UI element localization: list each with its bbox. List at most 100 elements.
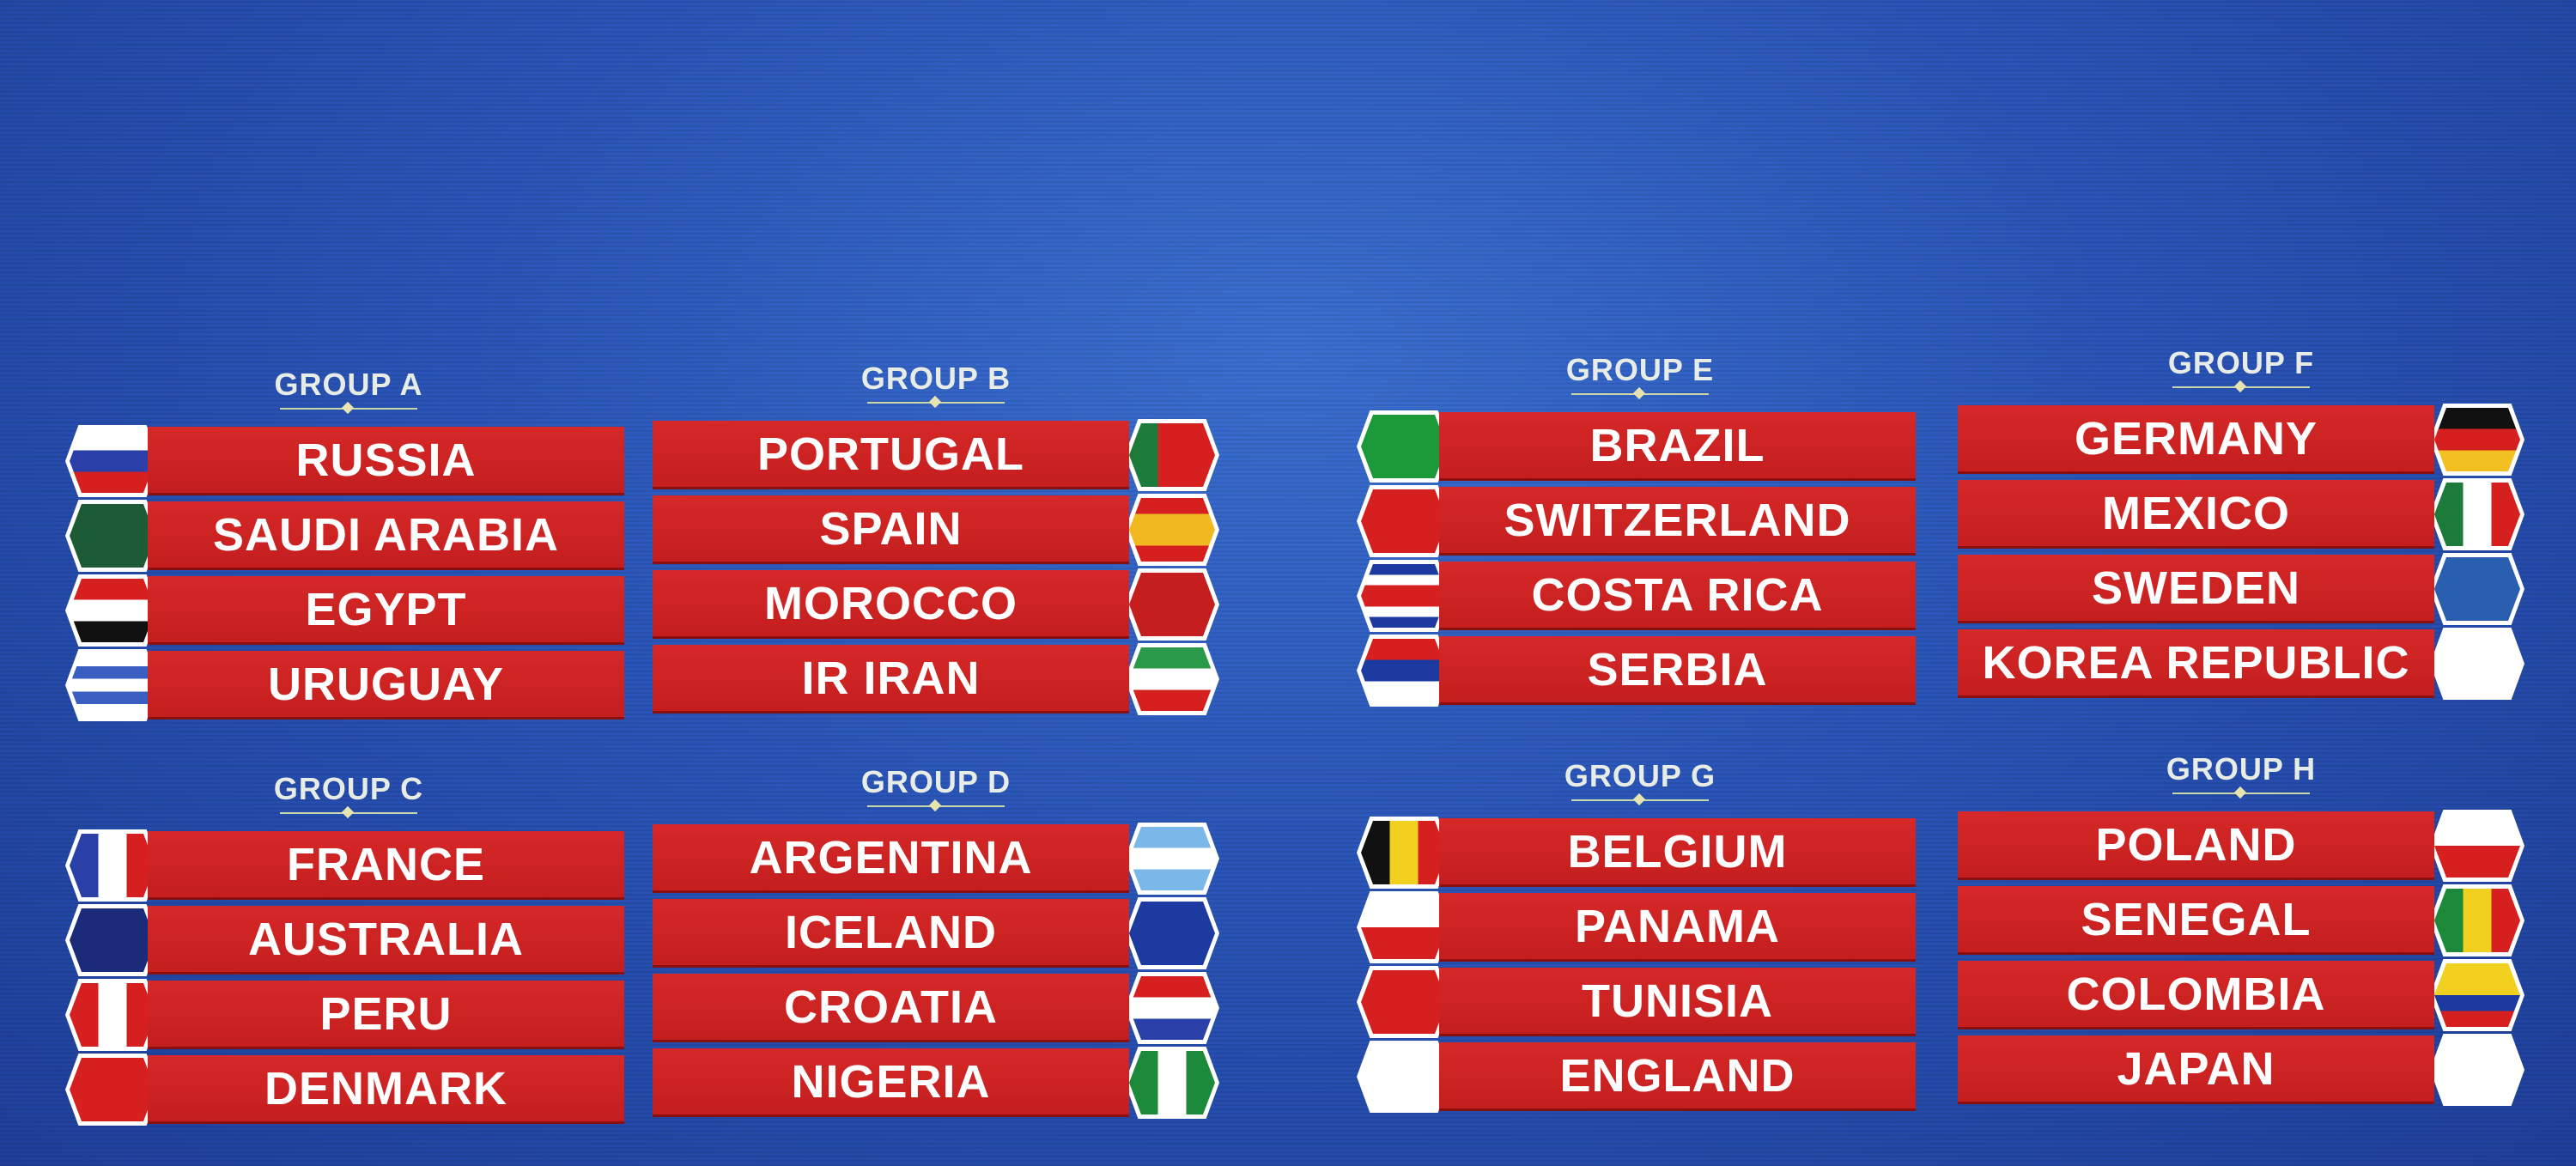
flag-icon — [65, 500, 160, 572]
team-row: SWEDEN — [1958, 553, 2524, 625]
team-name: PERU — [148, 981, 624, 1049]
flag-icon — [1357, 891, 1451, 963]
flag-icon — [1125, 643, 1219, 715]
flag-icon — [1125, 1047, 1219, 1119]
group-title: GROUP A — [274, 367, 423, 402]
team-row: BRAZIL — [1357, 410, 1923, 483]
team-name: SWEDEN — [1958, 555, 2434, 623]
group-title: GROUP H — [2166, 751, 2317, 786]
flag-icon — [2430, 478, 2524, 550]
team-name: SWITZERLAND — [1439, 487, 1916, 556]
team-name: EGYPT — [148, 576, 624, 645]
team-name: PANAMA — [1439, 893, 1916, 962]
team-name: NIGERIA — [653, 1048, 1129, 1117]
team-name: SPAIN — [653, 495, 1129, 564]
team-row: NIGERIA — [653, 1047, 1219, 1119]
flag-icon — [1357, 485, 1451, 557]
team-row: PORTUGAL — [653, 419, 1219, 491]
team-row: SPAIN — [653, 494, 1219, 566]
flag-icon — [65, 425, 160, 497]
team-row: EGYPT — [65, 574, 632, 647]
team-name: ENGLAND — [1439, 1042, 1916, 1111]
group-title: GROUP E — [1565, 352, 1715, 387]
flag-icon — [1357, 635, 1451, 707]
team-row: MEXICO — [1958, 478, 2524, 550]
team-row: RUSSIA — [65, 425, 632, 497]
flag-icon — [1125, 972, 1219, 1044]
flag-icon — [1357, 560, 1451, 632]
flag-icon — [1125, 897, 1219, 969]
group-title: GROUP B — [860, 361, 1012, 396]
team-row: SWITZERLAND — [1357, 485, 1923, 557]
group-title: GROUP C — [273, 771, 424, 806]
flag-icon — [1125, 823, 1219, 895]
team-name: AUSTRALIA — [148, 906, 624, 975]
team-name: URUGUAY — [148, 651, 624, 720]
team-row: POLAND — [1958, 810, 2524, 882]
team-name: FRANCE — [148, 831, 624, 900]
title-divider — [280, 812, 417, 814]
team-row: CROATIA — [653, 972, 1219, 1044]
team-name: MEXICO — [1958, 480, 2434, 549]
team-row: SAUDI ARABIA — [65, 500, 632, 572]
team-row: TUNISIA — [1357, 966, 1923, 1038]
team-name: KOREA REPUBLIC — [1958, 629, 2434, 698]
team-name: COLOMBIA — [1958, 961, 2434, 1029]
title-divider — [2172, 793, 2310, 794]
flag-icon — [65, 829, 160, 902]
team-row: PANAMA — [1357, 891, 1923, 963]
team-name: GERMANY — [1958, 405, 2434, 474]
team-row: MOROCCO — [653, 568, 1219, 641]
team-row: PERU — [65, 979, 632, 1051]
team-row: SENEGAL — [1958, 884, 2524, 956]
team-name: ICELAND — [653, 899, 1129, 968]
flag-icon — [1125, 494, 1219, 566]
group-title: GROUP F — [2167, 345, 2315, 380]
team-name: MOROCCO — [653, 570, 1129, 639]
flag-icon — [65, 649, 160, 721]
team-row: GERMANY — [1958, 404, 2524, 476]
team-row: ARGENTINA — [653, 823, 1219, 895]
flag-icon — [1357, 1041, 1451, 1113]
team-name: PORTUGAL — [653, 421, 1129, 489]
team-row: IR IRAN — [653, 643, 1219, 715]
team-row: URUGUAY — [65, 649, 632, 721]
team-name: CROATIA — [653, 974, 1129, 1042]
team-name: JAPAN — [1958, 1035, 2434, 1104]
team-row: ICELAND — [653, 897, 1219, 969]
team-name: RUSSIA — [148, 427, 624, 495]
team-name: SERBIA — [1439, 636, 1916, 705]
team-row: COLOMBIA — [1958, 959, 2524, 1031]
title-divider — [1571, 393, 1709, 395]
flag-icon — [2430, 959, 2524, 1031]
team-name: BELGIUM — [1439, 818, 1916, 887]
team-name: BRAZIL — [1439, 412, 1916, 481]
title-divider — [867, 402, 1005, 404]
team-row: KOREA REPUBLIC — [1958, 628, 2524, 700]
flag-icon — [1357, 966, 1451, 1038]
team-row: AUSTRALIA — [65, 904, 632, 976]
team-row: SERBIA — [1357, 635, 1923, 707]
flag-icon — [2430, 553, 2524, 625]
flag-icon — [2430, 404, 2524, 476]
flag-icon — [1357, 817, 1451, 889]
team-name: SENEGAL — [1958, 886, 2434, 955]
team-row: COSTA RICA — [1357, 560, 1923, 632]
flag-icon — [65, 574, 160, 647]
flag-icon — [65, 904, 160, 976]
team-name: IR IRAN — [653, 645, 1129, 714]
team-row: JAPAN — [1958, 1034, 2524, 1106]
team-name: COSTA RICA — [1439, 562, 1916, 630]
title-divider — [280, 408, 417, 410]
flag-icon — [1125, 568, 1219, 641]
team-row: DENMARK — [65, 1054, 632, 1126]
group-title: GROUP D — [860, 764, 1012, 799]
flag-icon — [2430, 810, 2524, 882]
flag-icon — [65, 1054, 160, 1126]
flag-icon — [2430, 628, 2524, 700]
title-divider — [867, 805, 1005, 807]
title-divider — [2172, 386, 2310, 388]
team-name: SAUDI ARABIA — [148, 501, 624, 570]
group-title: GROUP G — [1564, 758, 1716, 793]
flag-icon — [65, 979, 160, 1051]
